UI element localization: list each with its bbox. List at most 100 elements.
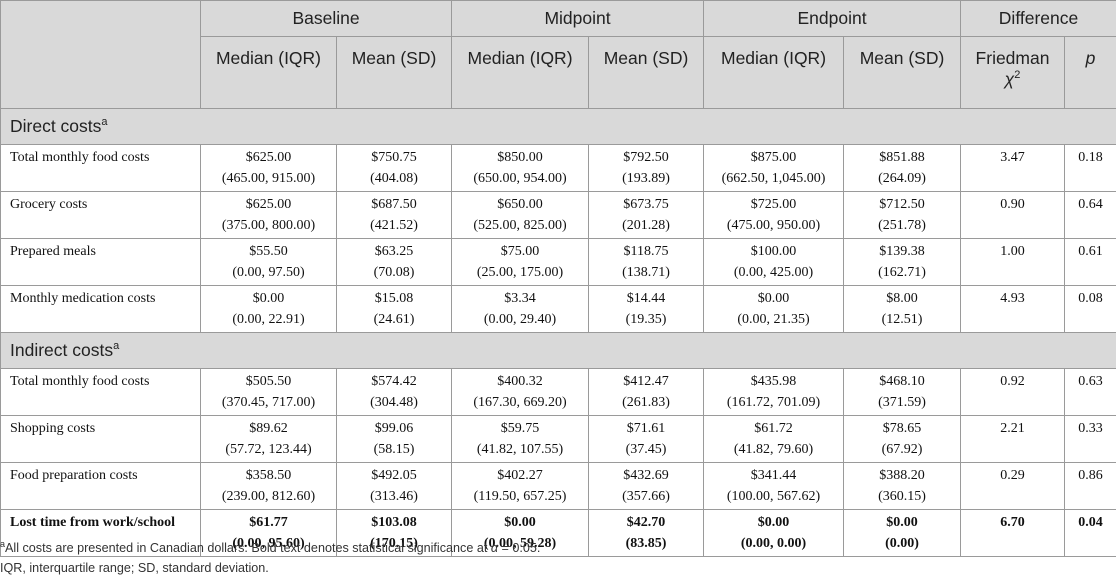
cell-value: 0.29 (1000, 468, 1025, 483)
cell-spread: (650.00, 954.00) (473, 171, 567, 186)
cell-spread: (375.00, 800.00) (221, 218, 316, 233)
table-cell: $89.62 (57.72, 123.44) (200, 415, 337, 463)
table-cell: $14.44 (19.35) (588, 285, 705, 333)
table-cell: $0.00 (0.00, 0.00) (703, 509, 845, 557)
table-cell: $750.75 (404.08) (335, 144, 453, 192)
cell-value: 1.00 (1000, 244, 1025, 259)
cell-value: $14.44 (626, 291, 666, 306)
section-header-row: Indirect costsa (0, 332, 1116, 369)
cell-value: $851.88 (879, 150, 925, 165)
cell-value: $139.38 (879, 244, 925, 259)
table-row: Total monthly food costs $625.00 (465.00, … (0, 144, 1116, 192)
cell-value: $103.08 (371, 515, 417, 530)
cell-spread: (261.83) (622, 395, 670, 410)
cell-spread: (25.00, 175.00) (476, 265, 564, 280)
table-cell: $118.75 (138.71) (588, 238, 705, 286)
cell-spread: (357.66) (622, 489, 670, 504)
table-cell: $341.44 (100.00, 567.62) (703, 462, 845, 510)
footnote-abbreviations: IQR, interquartile range; SD, standard d… (0, 561, 269, 575)
table-cell: $625.00 (375.00, 800.00) (200, 191, 337, 239)
cell-value: 2.21 (1000, 421, 1025, 436)
cell-value: $712.50 (879, 197, 925, 212)
footnote-a-marker: a (0, 538, 6, 549)
cell-spread: (67.92) (881, 442, 923, 457)
table-cell: $3.34 (0.00, 29.40) (451, 285, 590, 333)
table-cell: 3.47 (960, 144, 1066, 192)
table-row: Prepared meals $55.50 (0.00, 97.50) $63.25 (… (0, 238, 1116, 286)
cell-value: $61.77 (249, 515, 288, 530)
cell-spread: (70.08) (373, 265, 415, 280)
header-difference: Difference (960, 0, 1116, 37)
cell-value: $412.47 (623, 374, 669, 389)
table-cell: $574.42 (304.48) (335, 368, 453, 416)
table-cell: $625.00 (465.00, 915.00) (200, 144, 337, 192)
table-cell: 0.61 (1064, 238, 1116, 286)
cell-value: $3.34 (504, 291, 536, 306)
cell-spread: (251.78) (878, 218, 926, 233)
cell-value: $574.42 (371, 374, 417, 389)
table-cell: $99.06 (58.15) (335, 415, 453, 463)
cell-spread: (475.00, 950.00) (726, 218, 821, 233)
row-label: Prepared meals (0, 238, 201, 286)
cell-value: $792.50 (623, 150, 669, 165)
table-cell: 6.70 (960, 509, 1066, 557)
cell-spread: (0.00, 21.35) (737, 312, 810, 327)
cell-value: 0.86 (1078, 468, 1103, 483)
cell-value: $0.00 (757, 291, 790, 306)
cell-value: $875.00 (750, 150, 797, 165)
cell-value: $358.50 (245, 468, 292, 483)
cell-value: $8.00 (886, 291, 918, 306)
table-cell: 1.00 (960, 238, 1066, 286)
cell-value: 0.64 (1078, 197, 1103, 212)
header-empty-corner (0, 0, 201, 109)
table-cell: $8.00 (12.51) (843, 285, 962, 333)
cell-value: $341.44 (750, 468, 797, 483)
cell-value: $0.00 (504, 515, 536, 530)
cell-spread: (12.51) (881, 312, 923, 327)
cell-value: 0.04 (1078, 515, 1103, 530)
table-cell: $792.50 (193.89) (588, 144, 705, 192)
footnote-a-text: All costs are presented in Canadian doll… (5, 541, 491, 555)
row-label: Total monthly food costs (0, 144, 201, 192)
table-row: Lost time from work/school $61.77 (0.00, 9… (0, 509, 1116, 557)
table-cell: $63.25 (70.08) (335, 238, 453, 286)
section-title-text: Direct costs (10, 116, 102, 136)
chi-superscript: 2 (1014, 69, 1021, 82)
cell-value: $75.00 (500, 244, 540, 259)
cell-value: $750.75 (371, 150, 417, 165)
cell-value: $492.05 (371, 468, 417, 483)
cell-value: $625.00 (245, 150, 292, 165)
cell-value: 6.70 (1000, 515, 1025, 530)
section-title: Indirect costsa (0, 332, 1116, 369)
header-friedman-chi2: Friedman χ2 (960, 36, 1066, 109)
cell-spread: (201.28) (622, 218, 670, 233)
table-cell: $0.00 (0.00, 21.35) (703, 285, 845, 333)
footnote-a: aAll costs are presented in Canadian dol… (0, 538, 540, 558)
cell-spread: (313.46) (370, 489, 418, 504)
table-cell: 0.04 (1064, 509, 1116, 557)
header-baseline: Baseline (199, 0, 453, 37)
table-cell: $78.65 (67.92) (843, 415, 962, 463)
table-cell: $61.72 (41.82, 79.60) (703, 415, 845, 463)
header-baseline-median: Median (IQR) (200, 36, 337, 109)
cell-value: 0.08 (1078, 291, 1103, 306)
cell-spread: (465.00, 915.00) (221, 171, 316, 186)
cell-spread: (525.00, 825.00) (473, 218, 567, 233)
header-midpoint: Midpoint (451, 0, 705, 37)
table-cell: $400.32 (167.30, 669.20) (451, 368, 590, 416)
cell-spread: (138.71) (622, 265, 670, 280)
cell-value: 3.47 (1000, 150, 1025, 165)
chi-symbol: χ (1004, 69, 1015, 89)
table-cell: $402.27 (119.50, 657.25) (451, 462, 590, 510)
cell-value: 0.61 (1078, 244, 1103, 259)
cell-value: $625.00 (245, 197, 292, 212)
table-cell: $55.50 (0.00, 97.50) (200, 238, 337, 286)
cell-value: 4.93 (1000, 291, 1025, 306)
cell-spread: (0.00, 29.40) (483, 312, 557, 327)
cell-value: $0.00 (886, 515, 918, 530)
table-cell: $850.00 (650.00, 954.00) (451, 144, 590, 192)
cell-value: $400.32 (497, 374, 543, 389)
header-midpoint-median: Median (IQR) (451, 36, 590, 109)
cell-value: $89.62 (249, 421, 288, 436)
cell-value: $63.25 (374, 244, 414, 259)
